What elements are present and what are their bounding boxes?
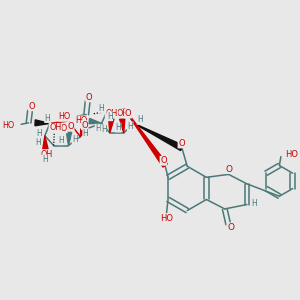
Text: OH: OH [49, 123, 61, 132]
Text: H: H [37, 129, 42, 138]
Text: O: O [68, 122, 74, 131]
Polygon shape [88, 118, 102, 124]
Polygon shape [43, 136, 48, 149]
Polygon shape [109, 118, 114, 133]
Text: O: O [28, 102, 35, 111]
Text: H: H [101, 125, 107, 134]
Text: H: H [137, 116, 143, 124]
Text: H: H [115, 123, 121, 132]
Text: HO: HO [58, 112, 71, 122]
Polygon shape [120, 118, 125, 133]
Text: H: H [58, 136, 64, 145]
Text: H: H [35, 138, 41, 147]
Text: H: H [251, 199, 257, 208]
Polygon shape [35, 120, 50, 126]
Text: OH: OH [40, 150, 52, 159]
Text: O: O [81, 121, 88, 130]
Text: H: H [95, 124, 101, 133]
Text: O: O [225, 165, 232, 174]
Text: H: H [83, 129, 88, 138]
Text: HO: HO [75, 116, 88, 125]
Text: O: O [178, 139, 184, 148]
Polygon shape [80, 129, 86, 137]
Text: H: H [42, 155, 48, 164]
Text: HO: HO [55, 124, 67, 133]
Polygon shape [134, 123, 183, 151]
Polygon shape [66, 132, 72, 146]
Text: H: H [99, 103, 104, 112]
Text: O: O [86, 93, 92, 102]
Polygon shape [124, 109, 167, 167]
Text: H: H [127, 122, 133, 131]
Text: O: O [160, 156, 166, 165]
Text: O: O [227, 223, 234, 232]
Text: HO: HO [2, 121, 14, 130]
Text: HO: HO [160, 214, 173, 223]
Text: OH: OH [116, 109, 128, 118]
Text: H: H [45, 114, 50, 123]
Text: OH: OH [105, 109, 117, 118]
Text: H: H [107, 112, 113, 121]
Text: O: O [125, 109, 131, 118]
Text: H: H [72, 135, 78, 144]
Text: HO: HO [285, 150, 298, 159]
